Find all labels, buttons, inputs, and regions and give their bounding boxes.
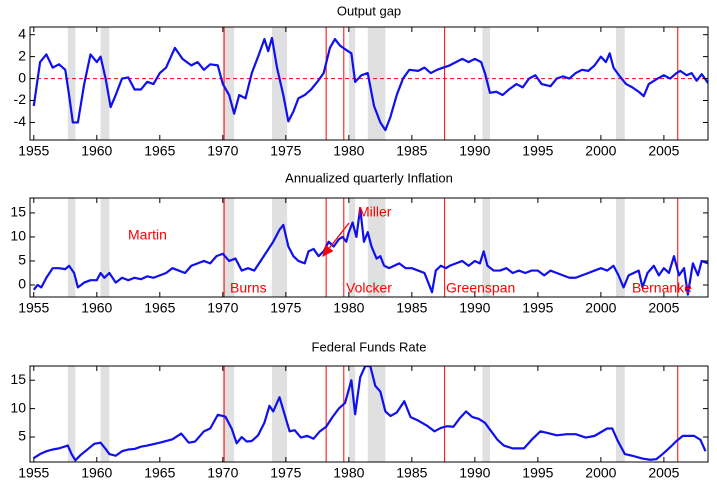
y-tick-label: 10 <box>10 399 26 415</box>
recession-band <box>367 27 386 140</box>
x-tick-label: 1965 <box>144 465 175 481</box>
x-tick-label: 1990 <box>459 300 490 316</box>
chart-title: Annualized quarterly Inflation <box>285 170 453 185</box>
recession-band <box>482 366 490 462</box>
axes-box <box>29 197 709 298</box>
annotation: Miller <box>358 204 392 220</box>
recession-band <box>222 366 235 462</box>
x-tick-label: 1970 <box>207 143 238 159</box>
series-line <box>32 36 708 132</box>
x-tick-label: 2005 <box>648 143 679 159</box>
y-tick-label: 5 <box>18 428 26 444</box>
x-tick-label: 2000 <box>585 465 616 481</box>
x-tick-label: 1995 <box>522 465 553 481</box>
x-tick-label: 1985 <box>396 143 427 159</box>
recession-band <box>67 27 76 140</box>
x-tick-label: 1980 <box>333 143 364 159</box>
x-tick-label: 1985 <box>396 465 427 481</box>
y-tick-label: -4 <box>14 113 27 129</box>
recession-band <box>482 198 490 297</box>
recession-band <box>271 198 288 297</box>
recession-band <box>616 198 625 297</box>
recession-band <box>222 198 235 297</box>
annotation: Greenspan <box>446 280 515 296</box>
annotation-arrow <box>322 222 350 258</box>
plot-area <box>30 27 708 140</box>
recession-band <box>367 198 386 297</box>
x-tick-label: 1985 <box>396 300 427 316</box>
recession-band <box>482 27 490 140</box>
recession-band <box>271 27 288 140</box>
x-tick-label: 1965 <box>144 143 175 159</box>
x-tick-label: 1955 <box>18 143 49 159</box>
plot-area <box>32 198 708 297</box>
x-tick-label: 1975 <box>270 143 301 159</box>
y-tick-label: -2 <box>14 91 27 107</box>
recession-band <box>222 27 235 140</box>
x-tick-label: 1975 <box>270 300 301 316</box>
recession-band <box>100 198 110 297</box>
x-tick-label: 1975 <box>270 465 301 481</box>
y-tick-label: 5 <box>18 252 26 268</box>
annotation: Volcker <box>346 280 392 296</box>
axes-box <box>29 365 709 463</box>
annotation: Burns <box>230 280 267 296</box>
x-tick-label: 1990 <box>459 143 490 159</box>
x-tick-label: 1990 <box>459 465 490 481</box>
x-tick-label: 1980 <box>333 465 364 481</box>
axes-box <box>29 26 709 141</box>
x-tick-label: 1980 <box>333 300 364 316</box>
x-tick-label: 2005 <box>648 300 679 316</box>
y-tick-label: 15 <box>10 204 26 220</box>
x-tick-label: 1960 <box>81 300 112 316</box>
recession-band <box>367 366 386 462</box>
recession-band <box>348 198 356 297</box>
chart-title: Federal Funds Rate <box>312 339 427 354</box>
x-tick-label: 1960 <box>81 465 112 481</box>
recession-band <box>67 198 76 297</box>
annotation: Martin <box>128 227 167 243</box>
recession-band <box>271 366 288 462</box>
recession-band <box>100 27 110 140</box>
x-tick-label: 1970 <box>207 300 238 316</box>
x-tick-label: 2000 <box>585 143 616 159</box>
recession-band <box>67 366 76 462</box>
y-tick-label: 0 <box>18 276 26 292</box>
y-tick-label: 2 <box>18 47 26 63</box>
recession-band <box>100 366 110 462</box>
x-tick-label: 1960 <box>81 143 112 159</box>
y-tick-label: 0 <box>18 69 26 85</box>
chart-title: Output gap <box>337 3 401 18</box>
series-line <box>32 206 708 296</box>
x-tick-label: 1955 <box>18 300 49 316</box>
plot-area <box>33 366 707 462</box>
y-tick-label: 4 <box>18 25 26 41</box>
x-tick-label: 2000 <box>585 300 616 316</box>
recession-band <box>616 27 625 140</box>
x-tick-label: 2005 <box>648 465 679 481</box>
x-tick-label: 1955 <box>18 465 49 481</box>
y-tick-label: 15 <box>10 371 26 387</box>
x-tick-label: 1970 <box>207 465 238 481</box>
annotation: Bernanke <box>632 280 692 296</box>
x-tick-label: 1965 <box>144 300 175 316</box>
recession-band <box>348 27 356 140</box>
recession-band <box>616 366 625 462</box>
x-tick-label: 1995 <box>522 300 553 316</box>
series-line <box>33 366 707 462</box>
x-tick-label: 1995 <box>522 143 553 159</box>
y-tick-label: 10 <box>10 228 26 244</box>
recession-band <box>348 366 356 462</box>
